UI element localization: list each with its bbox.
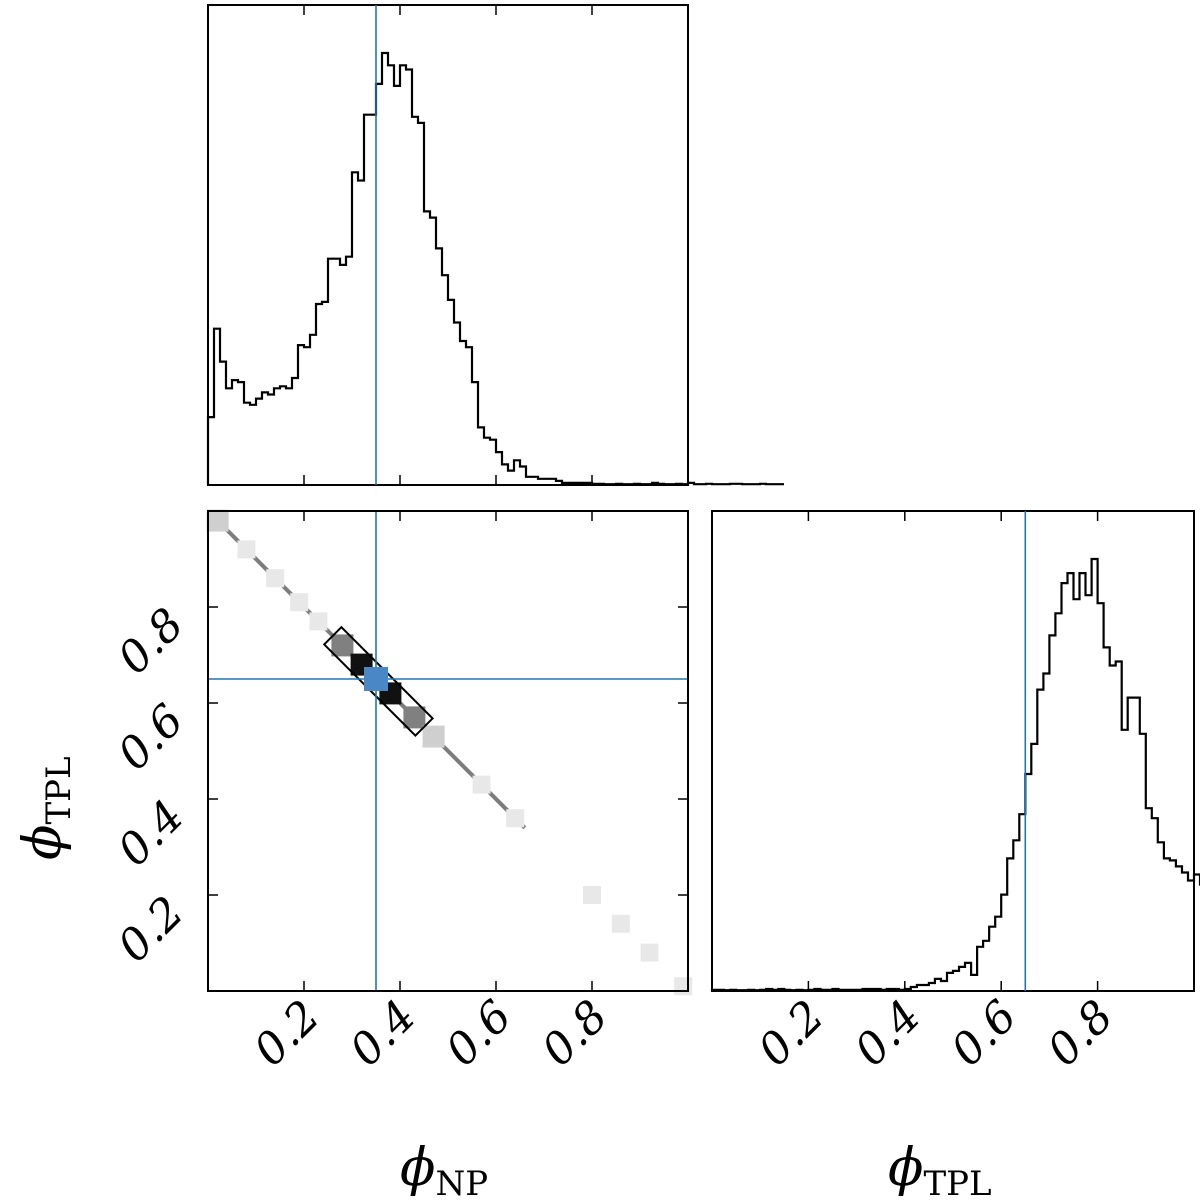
hist-np-frame <box>207 4 689 486</box>
x-tick-label: 0.8 <box>1038 991 1124 1077</box>
hist-np-panel <box>206 4 784 486</box>
joint-density-cell <box>583 886 601 904</box>
joint-density-cell <box>266 569 285 588</box>
x-tick-label: 0.8 <box>532 991 618 1077</box>
x-tick-label: 0.6 <box>436 991 522 1077</box>
joint-density-cell <box>290 593 309 612</box>
joint-truth-marker <box>364 667 388 691</box>
joint-frame <box>207 510 689 992</box>
joint-density-cell <box>640 943 659 962</box>
hist-np-steps <box>206 51 784 486</box>
joint-density-cell <box>506 809 525 828</box>
joint-density-cell <box>206 509 229 532</box>
x-tick-label: 0.2 <box>244 991 330 1077</box>
x-tick-label: 0.2 <box>749 991 835 1077</box>
x-tick-label: 0.4 <box>340 991 426 1077</box>
joint-density-cell <box>403 706 426 729</box>
y-label-tpl-subscript: TPL <box>39 756 79 824</box>
x-tick-label: 0.6 <box>941 991 1027 1077</box>
x-label-np-symbol: ϕ <box>400 1138 435 1198</box>
x-label-np-subscript: NP <box>435 1164 488 1200</box>
x-label-tpl-subscript: TPL <box>923 1164 991 1200</box>
joint-density-cell <box>422 725 445 748</box>
hist-tpl-panel: 0.2 0.4 0.6 0.8 <box>710 510 1200 1077</box>
joint-density-cell <box>331 634 354 657</box>
y-tick-label: 0.2 <box>108 887 194 973</box>
y-tick-label: 0.4 <box>108 791 194 877</box>
hist-tpl-steps <box>710 557 1200 992</box>
hist-np-ticks <box>303 5 593 485</box>
y-label-tpl-symbol: ϕ <box>13 825 73 860</box>
x-tick-label: 0.4 <box>845 991 931 1077</box>
x-label-np: ϕNP <box>400 1138 488 1200</box>
joint-panel: 0.2 0.4 0.6 0.80.20.40.60.8 <box>108 509 693 1077</box>
y-label-tpl: ϕTPL <box>13 756 79 860</box>
y-tick-label: 0.8 <box>108 599 194 685</box>
joint-density-cell <box>309 612 328 631</box>
joint-density-cell <box>674 977 693 996</box>
hist-tpl-frame <box>711 510 1195 992</box>
joint-density-cell <box>472 775 491 794</box>
x-label-tpl: ϕTPL <box>888 1138 992 1200</box>
y-tick-label: 0.6 <box>108 695 194 781</box>
joint-density-cell <box>611 914 630 933</box>
x-label-tpl-symbol: ϕ <box>888 1138 923 1198</box>
joint-density-cells <box>206 509 693 996</box>
joint-contour <box>322 625 435 738</box>
joint-density-cell <box>237 540 256 559</box>
